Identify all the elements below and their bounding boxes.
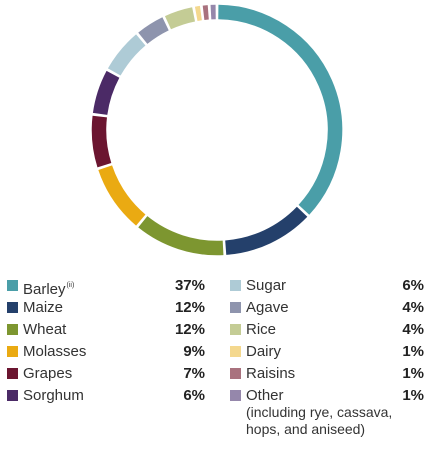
legend-swatch-molasses xyxy=(7,346,18,357)
legend-value-agave: 4% xyxy=(402,299,424,316)
legend-value-wheat: 12% xyxy=(174,321,205,338)
donut-slice-barley xyxy=(218,4,343,215)
legend-item-sorghum: Sorghum 6% xyxy=(7,386,205,408)
donut-slice-wheat xyxy=(138,216,224,256)
legend-value-sugar: 6% xyxy=(402,277,424,294)
legend-item-agave: Agave 4% xyxy=(230,298,424,320)
legend-label-agave: Agave xyxy=(246,299,289,316)
legend-note-other: (including rye, cassava, hops, and anise… xyxy=(246,404,393,437)
legend-label-wheat: Wheat xyxy=(23,321,67,338)
legend-item-grapes: Grapes 7% xyxy=(7,364,205,386)
donut-chart xyxy=(91,4,343,256)
legend-swatch-sugar xyxy=(230,280,241,291)
legend-item-molasses: Molasses 9% xyxy=(7,342,205,364)
donut-slice-maize xyxy=(225,206,308,255)
legend-item-wheat: Wheat 12% xyxy=(7,320,205,342)
legend-value-maize: 12% xyxy=(174,299,205,316)
legend-swatch-dairy xyxy=(230,346,241,357)
legend-label-rice: Rice xyxy=(246,321,277,338)
legend-footnote-barley: (ii) xyxy=(66,282,75,289)
legend-swatch-grapes xyxy=(7,368,18,379)
legend-value-sorghum: 6% xyxy=(183,387,205,404)
legend-swatch-wheat xyxy=(7,324,18,335)
legend-item-sugar: Sugar 6% xyxy=(230,276,424,298)
legend-label-sorghum: Sorghum xyxy=(23,387,84,404)
legend-item-barley: Barley(ii) 37% xyxy=(7,276,205,298)
legend-swatch-other xyxy=(230,390,241,401)
legend-label-barley: Barley(ii) xyxy=(23,281,75,298)
legend-label-maize: Maize xyxy=(23,299,64,316)
donut-slice-sugar xyxy=(107,34,146,76)
legend-value-molasses: 9% xyxy=(183,343,205,360)
legend-swatch-raisins xyxy=(230,368,241,379)
legend-label-molasses: Molasses xyxy=(23,343,87,360)
legend-value-barley: 37% xyxy=(174,277,205,294)
legend-value-grapes: 7% xyxy=(183,365,205,382)
legend-value-raisins: 1% xyxy=(402,365,424,382)
legend-label-other: Other xyxy=(246,387,284,404)
donut-slice-grapes xyxy=(91,115,112,168)
legend-item-dairy: Dairy 1% xyxy=(230,342,424,364)
donut-slice-agave xyxy=(138,17,169,44)
donut-slice-rice xyxy=(164,7,196,30)
legend-value-dairy: 1% xyxy=(402,343,424,360)
legend-label-sugar: Sugar xyxy=(246,277,287,294)
donut-slice-sorghum xyxy=(92,70,120,116)
legend-swatch-sorghum xyxy=(7,390,18,401)
legend-swatch-barley xyxy=(7,280,18,291)
legend-label-raisins: Raisins xyxy=(246,365,296,382)
donut-slice-dairy xyxy=(194,5,202,21)
legend-right-column: Sugar 6% Agave 4% Rice 4% Dairy 1% Raisi… xyxy=(230,276,424,437)
legend-value-rice: 4% xyxy=(402,321,424,338)
donut-slice-molasses xyxy=(98,165,146,226)
legend-swatch-rice xyxy=(230,324,241,335)
legend-label-grapes: Grapes xyxy=(23,365,73,382)
legend-item-rice: Rice 4% xyxy=(230,320,424,342)
legend-label-dairy: Dairy xyxy=(246,343,282,360)
legend-swatch-agave xyxy=(230,302,241,313)
legend-left-column: Barley(ii) 37% Maize 12% Wheat 12% Molas… xyxy=(7,276,205,408)
legend-item-maize: Maize 12% xyxy=(7,298,205,320)
legend-swatch-maize xyxy=(7,302,18,313)
legend-item-other: Other 1% (including rye, cassava, hops, … xyxy=(230,386,424,437)
legend-value-other: 1% xyxy=(402,387,424,404)
legend-item-raisins: Raisins 1% xyxy=(230,364,424,386)
